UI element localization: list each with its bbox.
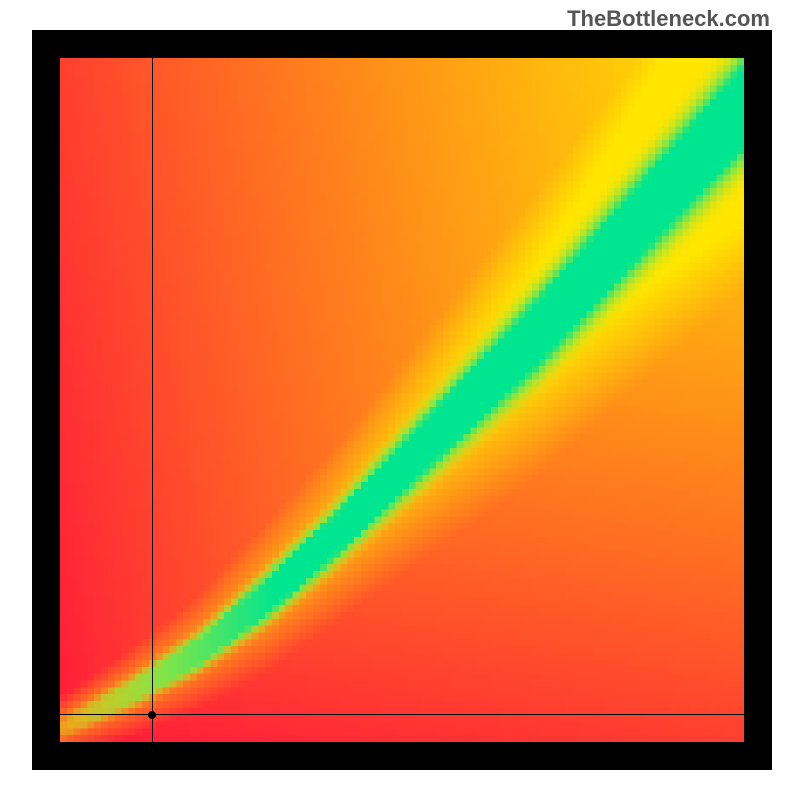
chart-container: TheBottleneck.com: [0, 0, 800, 800]
crosshair-marker: [148, 711, 156, 719]
heatmap-canvas: [60, 58, 744, 742]
crosshair-vertical: [152, 58, 153, 742]
watermark-text: TheBottleneck.com: [567, 6, 770, 32]
crosshair-horizontal: [60, 714, 744, 715]
